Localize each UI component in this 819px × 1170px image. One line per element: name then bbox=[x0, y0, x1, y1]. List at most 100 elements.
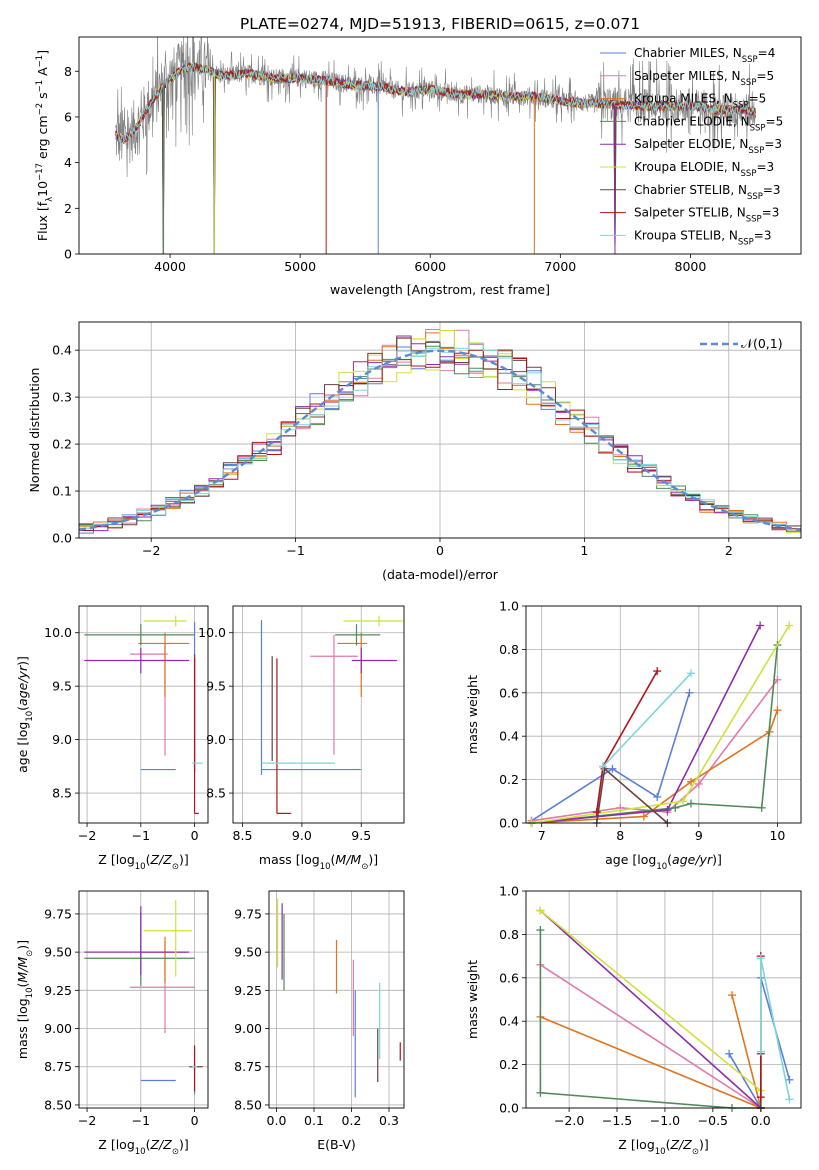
massweight-vs-Z-series-line bbox=[760, 958, 791, 1100]
massweight-vs-Z-point-marker bbox=[728, 991, 737, 1000]
massweight-vs-Z-series-line bbox=[540, 995, 762, 1110]
spectrum-xtick-label: 6000 bbox=[414, 259, 446, 274]
residuals-xlabel: (data-model)/error bbox=[382, 567, 499, 582]
age-vs-Z-errorbar bbox=[193, 658, 199, 814]
massweight-vs-Z-point-marker bbox=[756, 1047, 765, 1056]
spectrum-model-line bbox=[115, 62, 756, 142]
massweight-vs-age-ytick-label: 0.4 bbox=[499, 729, 519, 744]
spectrum-model-line bbox=[114, 62, 756, 144]
age-vs-mass-errorbar bbox=[276, 658, 292, 814]
massweight-vs-age-series-line bbox=[602, 672, 692, 768]
age-vs-mass-xtick-label: 8.5 bbox=[233, 828, 253, 843]
age-vs-mass-errorbar bbox=[343, 615, 403, 627]
legend-label: Salpeter ELODIE, NSSP=3 bbox=[634, 137, 782, 156]
massweight-vs-Z-ylabel: mass weight bbox=[465, 960, 480, 1039]
massweight-vs-Z-series-line bbox=[539, 964, 762, 1109]
massweight-vs-Z-series-line bbox=[539, 909, 762, 1092]
residuals-xtick-label: 1 bbox=[580, 543, 588, 558]
residuals-ylabel: Normed distribution bbox=[27, 368, 42, 493]
residuals-plot bbox=[79, 329, 801, 536]
mass-vs-EBV-plot bbox=[277, 898, 401, 1098]
massweight-vs-age-ytick-label: 0.2 bbox=[499, 772, 519, 787]
massweight-vs-Z-point-marker bbox=[756, 954, 765, 963]
massweight-vs-Z-frame bbox=[525, 890, 802, 1109]
massweight-vs-Z-ytick-label: 0.6 bbox=[499, 970, 519, 985]
residuals-xtick-label: −2 bbox=[142, 543, 160, 558]
age-vs-mass-ytick-label: 10.0 bbox=[198, 625, 226, 640]
massweight-vs-age-point-marker bbox=[599, 762, 607, 771]
age-vs-Z-ytick-label: 9.0 bbox=[52, 732, 72, 747]
massweight-vs-age-point-marker bbox=[757, 803, 766, 812]
massweight-vs-age-xtick-label: 7 bbox=[538, 828, 546, 843]
legend-label: Chabrier ELODIE, NSSP=5 bbox=[634, 114, 783, 133]
massweight-vs-Z-xtick-label: −1.5 bbox=[602, 1113, 632, 1128]
mass-vs-EBV-xlabel: E(B-V) bbox=[317, 1137, 356, 1152]
massweight-vs-Z-point-marker bbox=[536, 926, 545, 935]
mass-vs-EBV-ytick-label: 8.75 bbox=[234, 1059, 262, 1074]
massweight-vs-Z-axes: −2.0 −1.5 −1.0 −0.5 0.0 0.0 0.2 0.4 0.6 0.8 1.0 bbox=[499, 884, 801, 1128]
mass-vs-Z-plot bbox=[84, 900, 203, 1095]
massweight-vs-age-frame bbox=[525, 605, 802, 824]
spectrum-frame bbox=[78, 36, 802, 255]
age-vs-Z-xlabel: Z [log10(Z/Z⊙)] bbox=[98, 852, 188, 872]
age-vs-Z-errorbar bbox=[84, 647, 190, 674]
massweight-vs-age-xtick-label: 9 bbox=[695, 828, 703, 843]
age-vs-Z-xtick-label: 0 bbox=[191, 828, 199, 843]
spectrum-ytick-label: 6 bbox=[64, 109, 72, 124]
massweight-vs-age-ytick-label: 0.0 bbox=[499, 816, 519, 831]
age-vs-Z-ytick-label: 9.5 bbox=[52, 679, 72, 694]
spectrum-legend: Chabrier MILES, NSSP=4 Salpeter MILES, NS… bbox=[600, 46, 783, 247]
age-vs-Z-errorbar bbox=[84, 624, 195, 646]
legend-label: Salpeter STELIB, NSSP=3 bbox=[634, 206, 779, 225]
age-vs-mass-errorbar bbox=[337, 632, 368, 697]
massweight-vs-age-plot bbox=[527, 621, 794, 827]
residuals-ytick-label: 0.2 bbox=[52, 437, 72, 452]
mass-vs-EBV-xtick-label: 0.1 bbox=[304, 1113, 324, 1128]
massweight-vs-age-ytick-label: 0.8 bbox=[499, 642, 519, 657]
mass-vs-Z-ytick-label: 9.50 bbox=[44, 945, 72, 960]
residuals-ytick-label: 0.1 bbox=[52, 484, 72, 499]
massweight-vs-Z-point-marker bbox=[536, 1088, 545, 1097]
massweight-vs-Z-xtick-label: −0.5 bbox=[698, 1113, 728, 1128]
residuals-xtick-label: −1 bbox=[286, 543, 304, 558]
spectrum-ytick-label: 4 bbox=[64, 155, 72, 170]
mass-vs-EBV-ytick-label: 9.75 bbox=[234, 906, 262, 921]
spectrum-data-line bbox=[115, 37, 756, 178]
spectrum-xtick-label: 5000 bbox=[284, 259, 316, 274]
massweight-vs-Z-point-marker bbox=[725, 1049, 734, 1058]
age-vs-mass-plot bbox=[260, 615, 403, 814]
mass-vs-Z-frame bbox=[78, 890, 209, 1109]
massweight-vs-Z-point-marker bbox=[785, 1075, 794, 1084]
mass-vs-EBV-xtick-label: 0.3 bbox=[379, 1113, 399, 1128]
figure-title: PLATE=0274, MJD=51913, FIBERID=0615, z=0… bbox=[240, 15, 640, 33]
spectrum-xlabel: wavelength [Angstrom, rest frame] bbox=[330, 282, 550, 297]
massweight-vs-age-point-marker bbox=[773, 706, 782, 715]
massweight-vs-age-point-marker bbox=[639, 812, 648, 821]
massweight-vs-Z-point-marker bbox=[756, 1093, 765, 1102]
massweight-vs-Z-xtick-label: −1.0 bbox=[650, 1113, 680, 1128]
age-vs-Z-errorbar bbox=[138, 632, 190, 697]
massweight-vs-age-xtick-label: 10 bbox=[769, 828, 785, 843]
residuals-xtick-label: 0 bbox=[436, 543, 444, 558]
age-vs-mass-errorbar bbox=[335, 624, 381, 646]
mass-vs-EBV-ytick-label: 8.50 bbox=[234, 1097, 262, 1112]
massweight-vs-Z-point-marker bbox=[536, 906, 545, 915]
residuals-legend-label: 𝒩(0,1) bbox=[741, 336, 783, 351]
massweight-vs-age-xlabel: age [log10(age/yr)] bbox=[605, 852, 722, 872]
massweight-vs-age-point-marker bbox=[608, 764, 617, 773]
mass-vs-Z-errorbar bbox=[84, 912, 195, 986]
age-vs-Z-ytick-label: 10.0 bbox=[44, 625, 72, 640]
age-vs-mass-errorbar bbox=[260, 619, 362, 775]
spectrum-axes: 4000 5000 6000 7000 8000 0 2 4 6 8 bbox=[64, 64, 706, 274]
massweight-vs-age-ytick-label: 1.0 bbox=[499, 599, 519, 614]
residuals-ytick-label: 0.0 bbox=[52, 531, 72, 546]
residuals-frame bbox=[78, 321, 802, 539]
age-vs-Z-frame bbox=[78, 605, 209, 824]
massweight-vs-age-point-marker bbox=[687, 669, 695, 678]
massweight-vs-age-point-marker bbox=[653, 792, 662, 801]
mass-vs-Z-axes: −2 −1 0 8.50 8.75 9.00 9.25 9.50 9.75 bbox=[44, 891, 208, 1128]
massweight-vs-age-series-line bbox=[531, 692, 691, 822]
massweight-vs-age-ylabel: mass weight bbox=[465, 675, 480, 754]
massweight-vs-age-point-marker bbox=[785, 621, 794, 630]
